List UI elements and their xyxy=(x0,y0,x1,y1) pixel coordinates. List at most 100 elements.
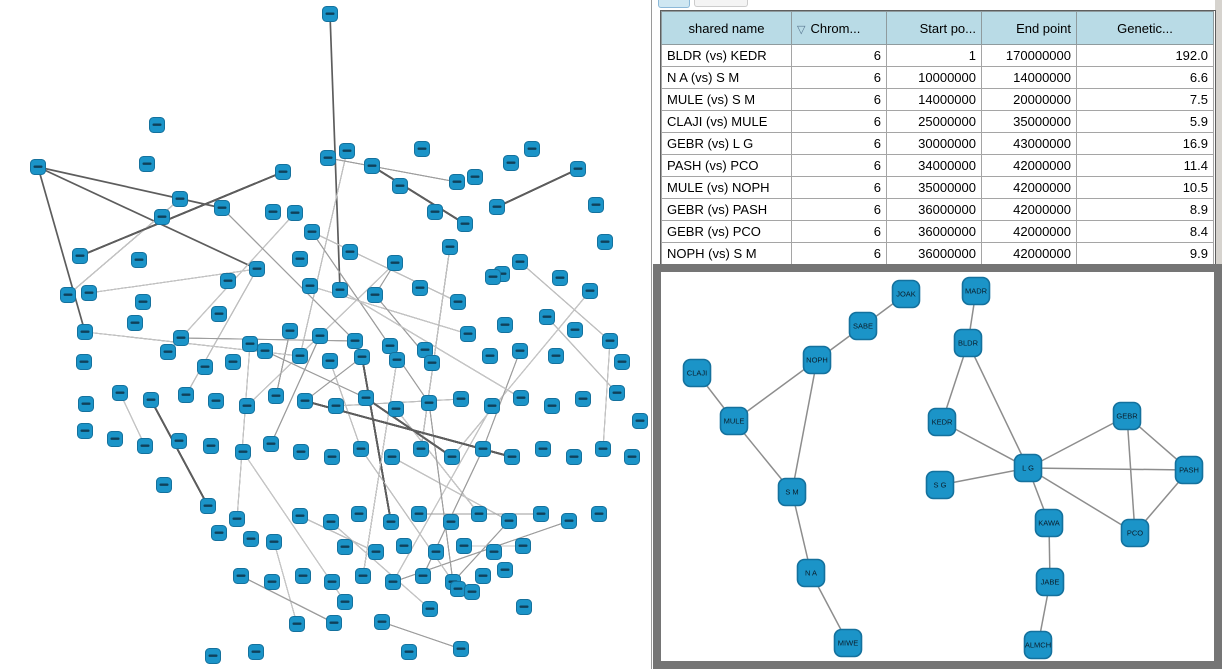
node-claji[interactable]: CLAJI xyxy=(682,358,712,388)
network-node[interactable] xyxy=(387,255,403,271)
network-node[interactable] xyxy=(292,508,308,524)
network-node[interactable] xyxy=(112,385,128,401)
network-node[interactable] xyxy=(205,648,221,664)
network-node[interactable] xyxy=(337,539,353,555)
network-node[interactable] xyxy=(632,413,648,429)
table-scrollbar[interactable] xyxy=(1215,0,1222,264)
network-node[interactable] xyxy=(412,280,428,296)
network-node[interactable] xyxy=(513,390,529,406)
network-node[interactable] xyxy=(374,614,390,630)
network-node[interactable] xyxy=(535,441,551,457)
network-node[interactable] xyxy=(475,441,491,457)
network-node[interactable] xyxy=(304,224,320,240)
column-header-2[interactable]: Start po... xyxy=(886,11,982,45)
network-node[interactable] xyxy=(235,444,251,460)
network-node[interactable] xyxy=(453,641,469,657)
column-header-0[interactable]: shared name xyxy=(661,11,792,45)
network-node[interactable] xyxy=(552,270,568,286)
network-node[interactable] xyxy=(503,155,519,171)
node-jabe[interactable]: JABE xyxy=(1035,567,1065,597)
network-node[interactable] xyxy=(485,269,501,285)
network-node[interactable] xyxy=(266,534,282,550)
network-node[interactable] xyxy=(324,574,340,590)
network-node[interactable] xyxy=(570,161,586,177)
network-node[interactable] xyxy=(289,616,305,632)
network-node[interactable] xyxy=(512,343,528,359)
network-node[interactable] xyxy=(263,436,279,452)
network-node[interactable] xyxy=(143,392,159,408)
network-node[interactable] xyxy=(332,282,348,298)
network-node[interactable] xyxy=(171,433,187,449)
network-node[interactable] xyxy=(295,568,311,584)
network-node[interactable] xyxy=(242,336,258,352)
network-node[interactable] xyxy=(575,391,591,407)
network-node[interactable] xyxy=(229,511,245,527)
network-node[interactable] xyxy=(268,388,284,404)
network-node[interactable] xyxy=(427,204,443,220)
network-node[interactable] xyxy=(248,644,264,660)
network-node[interactable] xyxy=(457,216,473,232)
network-node[interactable] xyxy=(275,164,291,180)
network-node[interactable] xyxy=(312,328,328,344)
network-node[interactable] xyxy=(401,644,417,660)
network-node[interactable] xyxy=(354,349,370,365)
table-row[interactable]: MULE (vs) S M 6 14000000 20000000 7.5 xyxy=(661,88,1214,111)
network-node[interactable] xyxy=(392,178,408,194)
network-node[interactable] xyxy=(214,200,230,216)
network-node[interactable] xyxy=(411,506,427,522)
network-node[interactable] xyxy=(471,506,487,522)
network-node[interactable] xyxy=(154,209,170,225)
network-node[interactable] xyxy=(384,449,400,465)
network-node[interactable] xyxy=(160,344,176,360)
network-node[interactable] xyxy=(539,309,555,325)
node-noph[interactable]: NOPH xyxy=(802,345,832,375)
network-node[interactable] xyxy=(367,287,383,303)
network-node[interactable] xyxy=(149,117,165,133)
network-node[interactable] xyxy=(475,568,491,584)
network-node[interactable] xyxy=(249,261,265,277)
network-node[interactable] xyxy=(60,287,76,303)
network-node[interactable] xyxy=(624,449,640,465)
network-node[interactable] xyxy=(595,441,611,457)
toolbar-tab-sliver-2[interactable] xyxy=(694,0,748,7)
filter-funnel-icon[interactable]: ▽ xyxy=(797,23,806,36)
network-node[interactable] xyxy=(614,354,630,370)
node-bldr[interactable]: BLDR xyxy=(953,328,983,358)
network-node[interactable] xyxy=(347,333,363,349)
network-node[interactable] xyxy=(257,343,273,359)
network-node[interactable] xyxy=(320,150,336,166)
table-row[interactable]: GEBR (vs) PASH 6 36000000 42000000 8.9 xyxy=(661,198,1214,221)
network-node[interactable] xyxy=(516,599,532,615)
node-joak[interactable]: JOAK xyxy=(891,279,921,309)
network-node[interactable] xyxy=(323,514,339,530)
node-kawa[interactable]: KAWA xyxy=(1034,508,1064,538)
column-header-4[interactable]: Genetic... xyxy=(1076,11,1214,45)
network-node[interactable] xyxy=(265,204,281,220)
column-header-1[interactable]: ▽ Chrom... xyxy=(791,11,887,45)
network-node[interactable] xyxy=(337,594,353,610)
network-node[interactable] xyxy=(358,390,374,406)
network-node[interactable] xyxy=(548,348,564,364)
network-node[interactable] xyxy=(127,315,143,331)
network-node[interactable] xyxy=(355,568,371,584)
network-node[interactable] xyxy=(297,393,313,409)
network-node[interactable] xyxy=(566,449,582,465)
network-node[interactable] xyxy=(72,248,88,264)
network-node[interactable] xyxy=(77,423,93,439)
network-node[interactable] xyxy=(383,514,399,530)
node-almch[interactable]: ALMCH xyxy=(1023,630,1053,660)
network-node[interactable] xyxy=(414,141,430,157)
network-node[interactable] xyxy=(512,254,528,270)
network-node[interactable] xyxy=(486,544,502,560)
node-sabe[interactable]: SABE xyxy=(848,311,878,341)
network-node[interactable] xyxy=(524,141,540,157)
network-node[interactable] xyxy=(353,441,369,457)
network-node[interactable] xyxy=(287,205,303,221)
network-node[interactable] xyxy=(424,355,440,371)
network-node[interactable] xyxy=(233,568,249,584)
network-node[interactable] xyxy=(389,352,405,368)
network-node[interactable] xyxy=(484,398,500,414)
network-node[interactable] xyxy=(339,143,355,159)
table-row[interactable]: N A (vs) S M 6 10000000 14000000 6.6 xyxy=(661,66,1214,89)
network-node[interactable] xyxy=(225,354,241,370)
